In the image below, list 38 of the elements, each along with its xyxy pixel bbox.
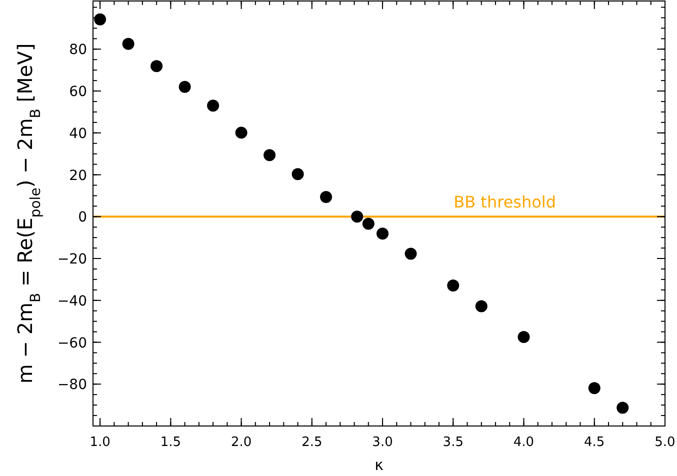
ref-line-label: BB threshold bbox=[454, 192, 556, 212]
point bbox=[264, 149, 276, 162]
point bbox=[616, 402, 629, 414]
point bbox=[320, 190, 332, 203]
y-tick-label: −80 bbox=[57, 377, 87, 394]
x-tick-label: 3.0 bbox=[372, 435, 393, 450]
point bbox=[362, 218, 374, 230]
x-tick-label: 3.5 bbox=[442, 435, 464, 450]
point bbox=[475, 300, 488, 312]
x-tick-label: 1.0 bbox=[90, 435, 110, 450]
y-tick-label: 60 bbox=[69, 84, 87, 100]
y-tick-label: 20 bbox=[69, 168, 87, 184]
point bbox=[292, 168, 304, 180]
point bbox=[178, 80, 191, 93]
point bbox=[588, 382, 600, 394]
x-tick-label: 1.5 bbox=[160, 435, 182, 450]
point bbox=[122, 38, 134, 50]
y-tick-label: −40 bbox=[57, 293, 87, 310]
point bbox=[150, 60, 163, 72]
point bbox=[207, 100, 220, 112]
x-tick-label: 4.5 bbox=[584, 435, 605, 450]
x-tick-label: 2.5 bbox=[302, 435, 322, 450]
point bbox=[404, 248, 417, 260]
y-tick-label: −60 bbox=[57, 335, 87, 352]
x-tick-label: 2.0 bbox=[230, 435, 252, 450]
y-tick-label: 40 bbox=[69, 126, 87, 142]
point bbox=[351, 210, 364, 223]
y-tick-label: 80 bbox=[69, 42, 87, 58]
x-tick-label: 4.0 bbox=[513, 435, 534, 450]
x-axis-title: κ bbox=[374, 456, 384, 474]
point bbox=[447, 280, 460, 292]
point bbox=[235, 126, 248, 139]
x-tick-label: 5.0 bbox=[654, 435, 676, 450]
point bbox=[94, 13, 106, 26]
point bbox=[518, 331, 530, 344]
point bbox=[376, 228, 389, 240]
y-tick-label: 0 bbox=[78, 210, 87, 226]
y-tick-label: −20 bbox=[57, 252, 87, 268]
